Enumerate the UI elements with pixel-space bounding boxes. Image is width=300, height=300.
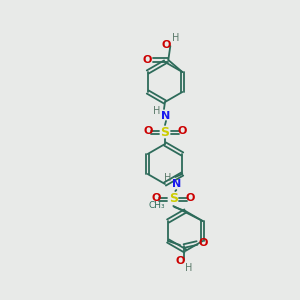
- Text: H: H: [185, 263, 193, 273]
- Text: O: O: [152, 193, 161, 203]
- Text: O: O: [177, 126, 187, 136]
- Text: O: O: [162, 40, 171, 50]
- Text: CH₃: CH₃: [149, 200, 165, 209]
- Text: O: O: [198, 238, 208, 248]
- Text: O: O: [186, 193, 195, 203]
- Text: S: S: [169, 193, 178, 206]
- Text: O: O: [143, 126, 153, 136]
- Text: H: H: [164, 173, 171, 183]
- Text: O: O: [142, 55, 152, 65]
- Text: H: H: [153, 106, 161, 116]
- Text: S: S: [160, 125, 169, 139]
- Text: O: O: [175, 256, 185, 266]
- Text: H: H: [172, 33, 179, 43]
- Text: N: N: [161, 111, 171, 121]
- Text: N: N: [172, 179, 181, 189]
